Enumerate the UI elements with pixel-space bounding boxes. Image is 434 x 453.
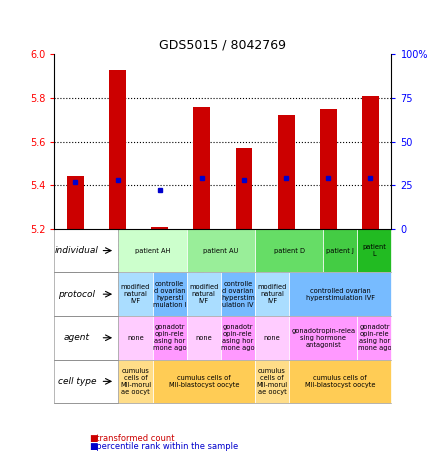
Text: individual: individual	[55, 246, 99, 255]
Bar	[54, 316, 118, 360]
Bar	[54, 360, 118, 403]
Bar	[67, 176, 84, 229]
Bar	[220, 316, 254, 360]
Bar	[186, 272, 220, 316]
Bar	[152, 316, 186, 360]
Bar	[152, 272, 186, 316]
Bar	[254, 360, 289, 403]
Text: controlle
d ovarian
hyperstim
ulation IV: controlle d ovarian hyperstim ulation IV	[220, 281, 254, 308]
Bar	[118, 316, 152, 360]
Text: cumulus
cells of
MII-morul
ae oocyt: cumulus cells of MII-morul ae oocyt	[256, 368, 287, 395]
Text: protocol: protocol	[58, 289, 95, 299]
Text: patient AH: patient AH	[135, 248, 170, 254]
Text: none: none	[195, 335, 212, 341]
Text: cumulus cells of
MII-blastocyst oocyte: cumulus cells of MII-blastocyst oocyte	[168, 375, 238, 388]
Text: cumulus cells of
MII-blastocyst oocyte: cumulus cells of MII-blastocyst oocyte	[304, 375, 375, 388]
Bar	[289, 272, 391, 316]
Bar	[109, 70, 126, 229]
Text: cell type: cell type	[57, 377, 96, 386]
Text: modified
natural
IVF: modified natural IVF	[257, 284, 286, 304]
Bar	[54, 272, 118, 316]
Bar	[361, 96, 378, 229]
Bar	[193, 107, 210, 229]
Text: none: none	[127, 335, 144, 341]
Bar	[289, 316, 357, 360]
Text: controlled ovarian
hyperstimulation IVF: controlled ovarian hyperstimulation IVF	[305, 288, 374, 301]
Bar	[357, 229, 391, 272]
Bar	[118, 272, 152, 316]
Text: modified
natural
IVF: modified natural IVF	[121, 284, 150, 304]
Text: controlle
d ovarian
hypersti
mulation I: controlle d ovarian hypersti mulation I	[152, 281, 186, 308]
Bar	[220, 272, 254, 316]
Bar	[186, 229, 254, 272]
Text: ■: ■	[89, 434, 98, 443]
Text: patient
L: patient L	[362, 244, 385, 257]
Bar	[152, 360, 254, 403]
Bar	[151, 226, 168, 229]
Title: GDS5015 / 8042769: GDS5015 / 8042769	[159, 39, 286, 52]
Bar	[254, 272, 289, 316]
Bar	[277, 116, 294, 229]
Bar	[254, 229, 322, 272]
Text: agent: agent	[64, 333, 89, 342]
Bar	[289, 360, 391, 403]
Text: modified
natural
IVF: modified natural IVF	[189, 284, 218, 304]
Bar	[235, 148, 252, 229]
Bar	[254, 316, 289, 360]
Text: transformed count: transformed count	[91, 434, 174, 443]
Bar	[186, 316, 220, 360]
Bar	[118, 229, 186, 272]
Text: gonadotr
opin-rele
asing hor
mone ago: gonadotr opin-rele asing hor mone ago	[220, 324, 254, 351]
Bar	[322, 229, 357, 272]
Bar	[118, 360, 152, 403]
Bar	[357, 316, 391, 360]
Text: ■: ■	[89, 442, 98, 451]
Text: patient AU: patient AU	[203, 248, 238, 254]
Text: gonadotr
opin-rele
asing hor
mone ago: gonadotr opin-rele asing hor mone ago	[152, 324, 186, 351]
Text: patient D: patient D	[273, 248, 304, 254]
Text: percentile rank within the sample: percentile rank within the sample	[91, 442, 238, 451]
Text: none: none	[263, 335, 280, 341]
Text: cumulus
cells of
MII-morul
ae oocyt: cumulus cells of MII-morul ae oocyt	[120, 368, 151, 395]
Bar	[54, 229, 118, 272]
Text: patient J: patient J	[326, 248, 353, 254]
Bar	[319, 109, 336, 229]
Text: gonadotropin-relea
sing hormone
antagonist: gonadotropin-relea sing hormone antagoni…	[290, 328, 355, 348]
Text: gonadotr
opin-rele
asing hor
mone ago: gonadotr opin-rele asing hor mone ago	[357, 324, 390, 351]
